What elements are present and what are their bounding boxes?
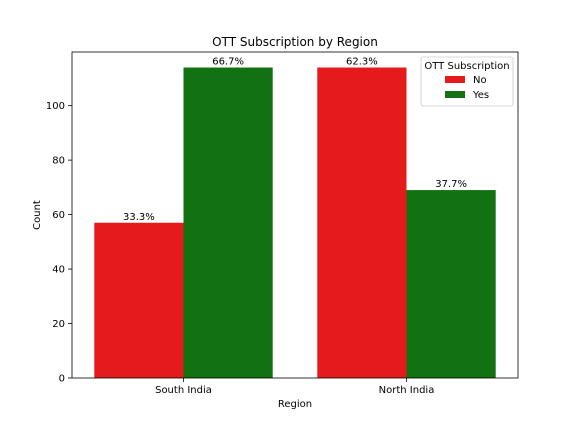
x-tick-label: North India [379,385,435,396]
x-axis: South India North India [155,378,434,396]
legend-entry: Yes [472,90,489,101]
legend: OTT Subscription No Yes [420,56,514,107]
y-tick-label: 20 [52,319,65,330]
y-tick-label: 40 [52,265,65,276]
y-tick-label: 80 [52,156,65,167]
bar [183,67,273,379]
legend-swatch [445,76,465,83]
data-labels-group: 33.3% 62.3% 66.7% 37.7% [123,57,467,223]
legend-entry: No [473,75,487,86]
y-tick-label: 0 [59,374,65,385]
legend-title: OTT Subscription [424,61,509,72]
y-axis-label: Count [32,200,43,230]
plot-frame [71,51,519,379]
data-label: 62.3% [346,57,378,68]
bars-group [94,67,496,379]
x-tick-label: South India [155,385,212,396]
bar [94,222,184,378]
data-label: 37.7% [435,179,467,190]
x-axis-label: Region [278,399,312,410]
data-label: 66.7% [212,57,244,68]
legend-box [420,56,514,107]
bar [317,67,407,379]
bar [406,190,496,378]
y-tick-label: 100 [46,101,65,112]
y-axis: 0 20 40 60 80 100 [46,101,72,385]
y-tick-label: 60 [52,210,65,221]
legend-swatch [445,91,465,98]
data-label: 33.3% [123,212,155,223]
chart-title: OTT Subscription by Region [212,35,378,49]
